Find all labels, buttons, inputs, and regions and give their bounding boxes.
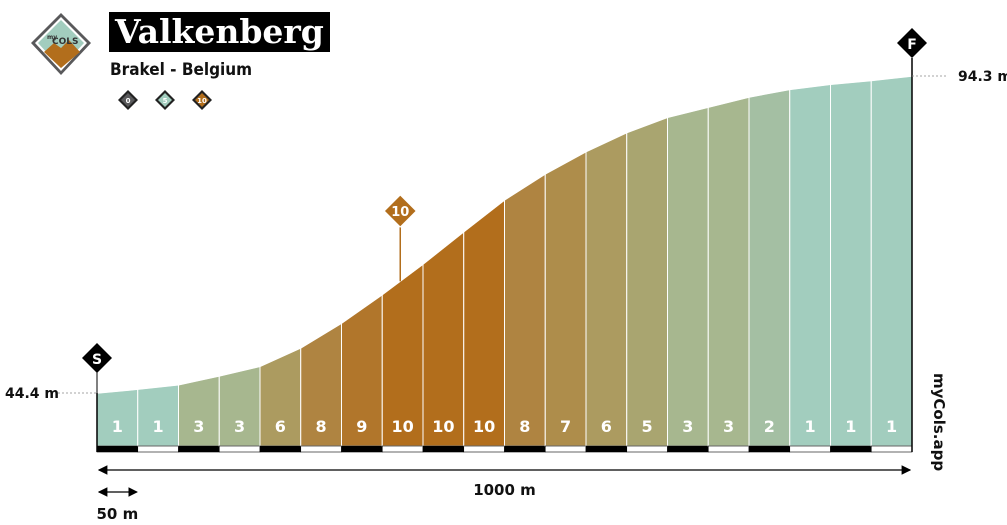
segment-gradient-label: 1 xyxy=(153,417,164,436)
distance-scale-block xyxy=(504,445,546,453)
segment-gradient-label: 5 xyxy=(642,417,653,436)
distance-scale-block xyxy=(667,445,709,453)
profile-segment xyxy=(544,150,587,447)
distance-scale-block xyxy=(381,445,424,453)
legend-label: 5 xyxy=(163,97,168,105)
legend-diamond-5 xyxy=(158,93,172,107)
distance-scale-block xyxy=(137,445,179,453)
distance-scale-block xyxy=(870,445,913,453)
segment-gradient-label: 10 xyxy=(473,417,495,436)
distance-scale-block xyxy=(259,445,302,453)
segment-length-label: 50 m xyxy=(97,505,139,523)
profile-segment xyxy=(830,79,872,447)
segment-gradient-label: 10 xyxy=(391,417,413,436)
distance-scale-block xyxy=(748,445,791,453)
profile-segment xyxy=(870,75,913,447)
segment-gradient-label: 10 xyxy=(432,417,454,436)
distance-scale-block xyxy=(341,445,383,453)
profile-segment xyxy=(504,172,546,447)
distance-scale-block xyxy=(422,445,465,453)
distance-scale-block xyxy=(300,445,342,453)
distance-scale-block xyxy=(218,445,261,453)
distance-scale-block xyxy=(789,445,831,453)
page-subtitle: Brakel - Belgium xyxy=(110,60,253,80)
finish-marker-label: F xyxy=(907,37,917,53)
segment-gradient-label: 1 xyxy=(886,417,897,436)
profile-segment xyxy=(789,83,831,447)
start-marker xyxy=(82,343,112,373)
profile-segment xyxy=(707,96,750,447)
profile-segment xyxy=(626,116,668,447)
distance-scale-block xyxy=(544,445,587,453)
profile-outline xyxy=(96,75,913,394)
profile-segment xyxy=(748,88,791,447)
logo-text-cols: COLS xyxy=(52,37,78,47)
distance-scale-block xyxy=(707,445,750,453)
watermark: myCols.app xyxy=(930,373,948,471)
distance-scale-block xyxy=(463,445,505,453)
distance-scale-block xyxy=(178,445,220,453)
profile-segment xyxy=(137,384,179,447)
page-title: Valkenberg xyxy=(109,12,330,52)
legend-diamond-0 xyxy=(121,93,135,107)
finish-marker xyxy=(897,28,927,58)
distance-scale-block xyxy=(626,445,668,453)
segment-gradient-label: 1 xyxy=(845,417,856,436)
profile-segment xyxy=(667,106,709,447)
logo-text-my: my xyxy=(47,34,57,41)
total-distance-label: 1000 m xyxy=(473,481,536,499)
max-gradient-label: 10 xyxy=(391,205,409,220)
legend-label: 10 xyxy=(197,97,207,105)
segment-gradient-label: 6 xyxy=(275,417,286,436)
profile-segment xyxy=(422,230,465,447)
segment-gradient-label: 3 xyxy=(193,417,204,436)
legend-label: 0 xyxy=(126,97,131,105)
segment-gradient-label: 6 xyxy=(601,417,612,436)
segment-gradient-label: 3 xyxy=(723,417,734,436)
segment-gradient-label: 8 xyxy=(519,417,530,436)
distance-scale-block xyxy=(96,445,139,453)
max-gradient-marker xyxy=(383,194,417,228)
start-marker-label: S xyxy=(92,352,102,368)
segment-gradient-label: 7 xyxy=(560,417,571,436)
start-elevation-label: 44.4 m xyxy=(5,386,59,402)
mycols-logo: my COLS xyxy=(31,13,91,75)
gradient-legend: 0 5 10 xyxy=(118,90,212,110)
segment-gradient-label: 3 xyxy=(682,417,693,436)
segment-gradient-label: 1 xyxy=(805,417,816,436)
finish-elevation-label: 94.3 m xyxy=(958,69,1007,85)
segment-gradient-label: 9 xyxy=(356,417,367,436)
segment-gradient-label: 1 xyxy=(112,417,123,436)
profile-segment xyxy=(463,198,505,447)
segment-gradient-label: 3 xyxy=(234,417,245,436)
segment-gradient-label: 8 xyxy=(316,417,327,436)
distance-scale-block xyxy=(585,445,628,453)
segment-gradient-label: 2 xyxy=(764,417,775,436)
distance-scale-block xyxy=(830,445,872,453)
legend-diamond-10 xyxy=(195,93,209,107)
profile-segment xyxy=(585,131,628,447)
